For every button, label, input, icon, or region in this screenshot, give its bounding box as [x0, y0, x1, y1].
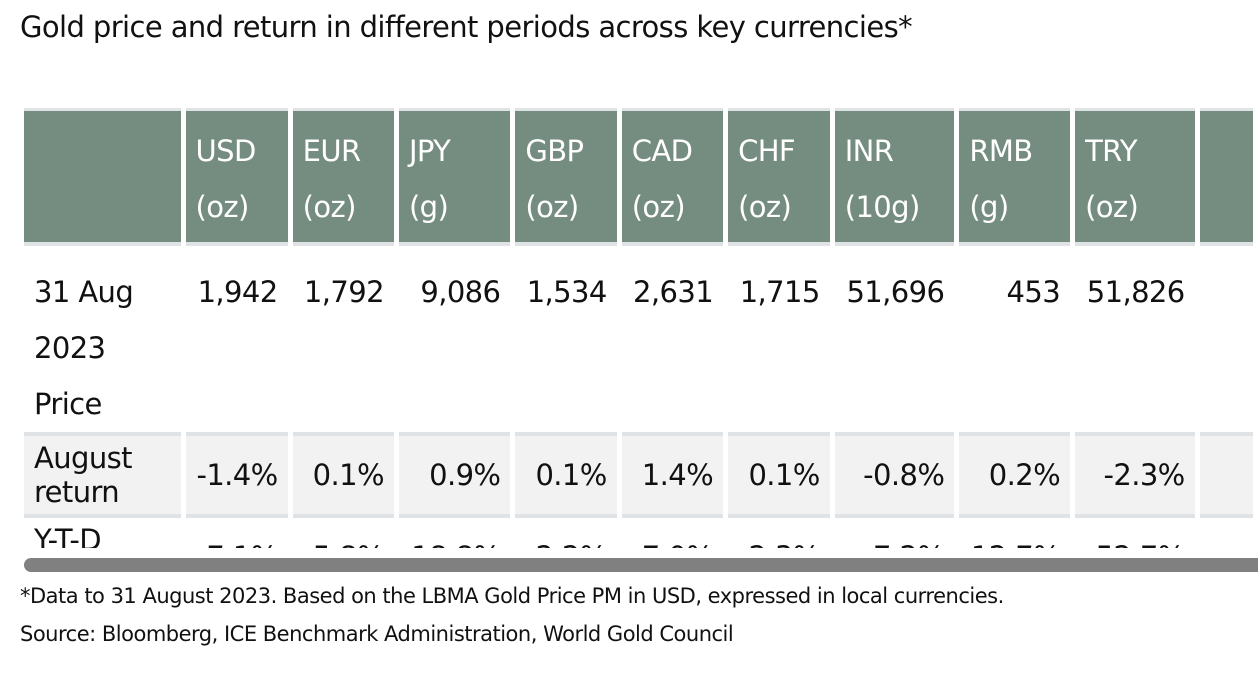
cell-clipped — [1199, 514, 1253, 548]
cell-eur: 5.8% — [292, 514, 394, 548]
table-row-august-return: August return -1.4% 0.1% 0.9% 0.1% 1.4% … — [24, 432, 1253, 514]
cell-rmb: 453 — [959, 242, 1071, 432]
footnote: *Data to 31 August 2023. Based on the LB… — [20, 584, 1004, 608]
cell-usd: -1.4% — [185, 432, 288, 514]
cell-jpy: 0.9% — [398, 432, 511, 514]
header-cell-clipped — [1199, 108, 1253, 242]
cell-rmb: 12.7% — [959, 514, 1071, 548]
cell-rmb: 0.2% — [959, 432, 1071, 514]
cell-gbp: 1,534 — [515, 242, 617, 432]
page-title: Gold price and return in different perio… — [20, 10, 913, 44]
cell-chf: 2.3% — [728, 514, 830, 548]
table-row-ytd-return: Y-T-D Return 7.1% 5.8% 18.8% 2.2% 7.0% 2… — [24, 514, 1253, 548]
cell-gbp: 0.1% — [515, 432, 617, 514]
header-cell-rmb: RMB (g) — [959, 108, 1071, 242]
cell-inr: -0.8% — [834, 432, 955, 514]
header-cell-chf: CHF (oz) — [728, 108, 830, 242]
header-row: USD (oz) EUR (oz) JPY (g) GBP (oz) CAD (oz) C… — [24, 108, 1253, 242]
cell-jpy: 9,086 — [398, 242, 511, 432]
cell-usd: 1,942 — [185, 242, 288, 432]
cell-jpy: 18.8% — [398, 514, 511, 548]
cell-usd: 7.1% — [185, 514, 288, 548]
row-label: August return — [24, 432, 181, 514]
cell-eur: 1,792 — [292, 242, 394, 432]
header-cell-jpy: JPY (g) — [398, 108, 511, 242]
row-label: Y-T-D Return — [24, 514, 181, 548]
header-cell-try: TRY (oz) — [1075, 108, 1195, 242]
source-note: Source: Bloomberg, ICE Benchmark Adminis… — [20, 622, 734, 646]
cell-cad: 7.0% — [621, 514, 724, 548]
header-cell-eur: EUR (oz) — [292, 108, 394, 242]
table-row-price: 31 Aug 2023 Price 1,942 1,792 9,086 1,53… — [24, 242, 1253, 432]
header-cell-inr: INR (10g) — [834, 108, 955, 242]
cell-cad: 2,631 — [621, 242, 724, 432]
cell-clipped — [1199, 432, 1253, 514]
cell-try: 51,826 — [1075, 242, 1195, 432]
horizontal-scrollbar[interactable] — [24, 558, 1258, 572]
row-label: 31 Aug 2023 Price — [24, 242, 181, 432]
cell-inr: 51,696 — [834, 242, 955, 432]
cell-inr: 7.2% — [834, 514, 955, 548]
cell-eur: 0.1% — [292, 432, 394, 514]
table-scroll-container[interactable]: USD (oz) EUR (oz) JPY (g) GBP (oz) CAD (oz) C… — [24, 108, 1258, 548]
cell-try: -2.3% — [1075, 432, 1195, 514]
header-cell-label — [24, 108, 181, 242]
header-cell-gbp: GBP (oz) — [515, 108, 617, 242]
header-cell-usd: USD (oz) — [185, 108, 288, 242]
gold-returns-table: USD (oz) EUR (oz) JPY (g) GBP (oz) CAD (oz) C… — [24, 108, 1258, 548]
cell-chf: 0.1% — [728, 432, 830, 514]
cell-try: 52.7% — [1075, 514, 1195, 548]
cell-chf: 1,715 — [728, 242, 830, 432]
cell-cad: 1.4% — [621, 432, 724, 514]
cell-gbp: 2.2% — [515, 514, 617, 548]
cell-clipped — [1199, 242, 1253, 432]
header-cell-cad: CAD (oz) — [621, 108, 724, 242]
